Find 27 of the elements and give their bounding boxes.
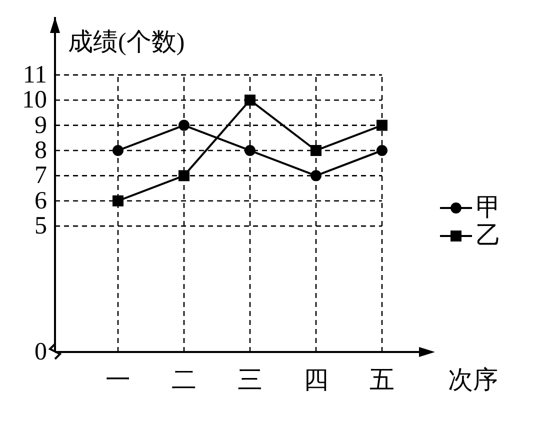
y-axis-title: 成绩(个数)	[68, 29, 185, 56]
x-axis-title: 次序	[448, 366, 498, 394]
x-tick-label: 五	[370, 367, 394, 394]
point	[376, 144, 388, 156]
point	[112, 195, 124, 206]
x-tick-label: 三	[238, 367, 262, 394]
y-tick-label: 7	[34, 162, 47, 190]
point	[310, 144, 322, 156]
point	[244, 94, 256, 106]
y-tick-label: 6	[34, 187, 47, 214]
x-tick-label: 一	[106, 367, 130, 394]
point	[178, 170, 190, 182]
y-tick-label: 0	[34, 338, 47, 366]
legend-label: 乙	[476, 222, 501, 250]
y-tick-label: 9	[34, 112, 47, 139]
y-tick-label: 10	[22, 86, 47, 114]
y-tick-label: 5	[34, 212, 47, 240]
y-tick-label: 8	[34, 136, 47, 164]
x-tick-label: 二	[172, 367, 196, 394]
point	[112, 144, 124, 156]
legend-label: 甲	[476, 194, 501, 222]
y-tick-label: 11	[22, 61, 47, 88]
point	[310, 170, 322, 182]
point	[376, 120, 388, 131]
point	[244, 144, 256, 156]
point	[178, 120, 190, 131]
x-tick-label: 四	[304, 367, 328, 394]
